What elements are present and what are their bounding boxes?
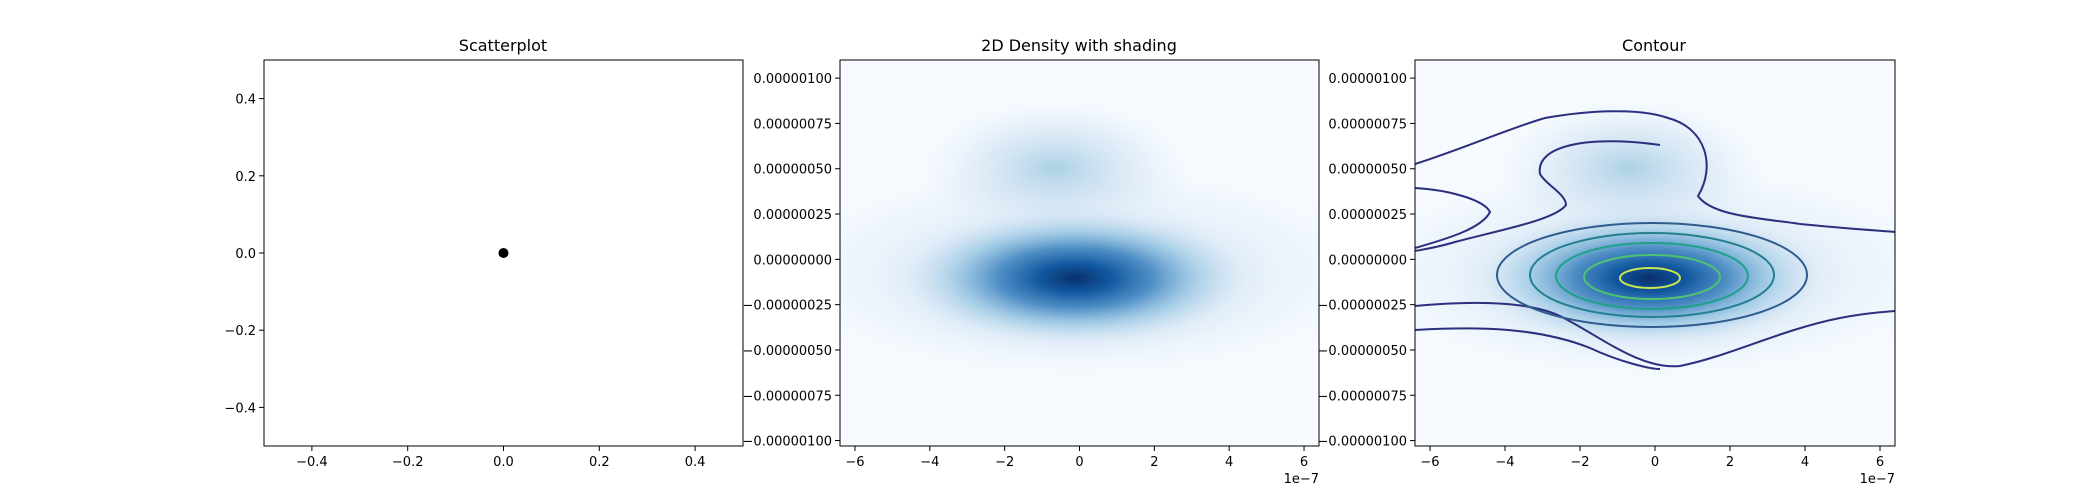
- contour-field: [1415, 60, 1895, 446]
- contour-axes-frame: [1414, 59, 1896, 447]
- density-field: [840, 60, 1319, 446]
- contour-level-2: [1529, 232, 1775, 318]
- contour-y-tick-label: 0.00000075: [1328, 117, 1407, 132]
- contour-x-tick-label: 0: [1651, 455, 1659, 470]
- contour-x-tick-label: −2: [1570, 455, 1589, 470]
- contour-y-tick-label: 0.00000000: [1328, 253, 1407, 268]
- density-x-offset: 1e−7: [1284, 472, 1319, 487]
- density-panel: 2D Density with shading −6 −4 −2 0 2 4 6 0.000…: [743, 36, 1320, 487]
- density-y-tick-label: −0.00000075: [743, 389, 832, 404]
- contour-main-mode: [1445, 198, 1855, 358]
- density-x-tick-label: 4: [1225, 455, 1233, 470]
- density-y-tick-label: 0.00000000: [753, 253, 832, 268]
- contour-line-outer-upper: [1415, 110, 1895, 233]
- scatter-x-tick-label: −0.2: [392, 455, 424, 470]
- scatter-marks: [498, 248, 509, 258]
- density-x-ticks: −6 −4 −2 0 2 4 6: [845, 446, 1308, 470]
- contour-line-mid-lower: [1415, 327, 1661, 370]
- scatter-y-tick-label: −0.4: [224, 401, 256, 416]
- contour-y-tick-label: −0.00000050: [1318, 344, 1407, 359]
- contour-level-5: [1619, 267, 1681, 289]
- contour-y-tick-label: 0.00000100: [1328, 72, 1407, 87]
- scatter-panel: Scatterplot −0.4 −0.2 0.0 0.2 0.4 −0.4 −0.2 0.…: [224, 36, 744, 470]
- contour-x-tick-label: 2: [1726, 455, 1734, 470]
- contour-title: Contour: [1622, 36, 1686, 55]
- contour-x-ticks: −6 −4 −2 0 2 4 6: [1420, 446, 1884, 470]
- scatter-x-tick-label: 0.0: [493, 455, 514, 470]
- density-main-mode: [870, 198, 1280, 358]
- scatter-title: Scatterplot: [459, 36, 547, 55]
- scatter-x-tick-label: −0.4: [296, 455, 328, 470]
- density-y-tick-label: 0.00000075: [753, 117, 832, 132]
- scatter-y-tick-label: −0.2: [224, 324, 256, 339]
- density-y-tick-label: 0.00000050: [753, 163, 832, 178]
- contour-line-left-lobe: [1415, 187, 1492, 249]
- density-x-tick-label: 2: [1150, 455, 1158, 470]
- density-y-tick-label: 0.00000025: [753, 208, 832, 223]
- scatter-y-ticks: −0.4 −0.2 0.0 0.2 0.4: [224, 93, 264, 416]
- density-y-tick-label: 0.00000100: [753, 72, 832, 87]
- contour-y-ticks: 0.00000100 0.00000075 0.00000050 0.00000025…: [1318, 72, 1415, 450]
- contour-x-tick-label: −6: [1420, 455, 1439, 470]
- contour-y-tick-label: 0.00000050: [1328, 163, 1407, 178]
- scatter-x-tick-label: 0.2: [589, 455, 610, 470]
- density-x-tick-label: 0: [1075, 455, 1083, 470]
- density-y-tick-label: −0.00000050: [743, 344, 832, 359]
- contour-y-tick-label: −0.00000075: [1318, 389, 1407, 404]
- scatter-x-ticks: −0.4 −0.2 0.0 0.2 0.4: [296, 446, 705, 470]
- scatter-y-tick-label: 0.2: [235, 170, 256, 185]
- contour-x-tick-label: 4: [1801, 455, 1809, 470]
- density-axes-frame: [839, 59, 1320, 447]
- scatter-x-tick-label: 0.4: [685, 455, 706, 470]
- density-y-tick-label: −0.00000100: [743, 435, 832, 450]
- density-y-tick-label: −0.00000025: [743, 299, 832, 314]
- contour-y-tick-label: 0.00000025: [1328, 208, 1407, 223]
- scatter-axes-frame: [263, 59, 744, 447]
- contour-level-4: [1583, 254, 1721, 300]
- density-x-tick-label: −4: [920, 455, 939, 470]
- contour-y-tick-label: −0.00000025: [1318, 299, 1407, 314]
- contour-level-3: [1555, 242, 1749, 310]
- density-y-ticks: 0.00000100 0.00000075 0.00000050 0.00000025…: [743, 72, 840, 450]
- contour-level-1: [1496, 222, 1808, 328]
- density-x-tick-label: −2: [995, 455, 1014, 470]
- scatter-y-tick-label: 0.0: [235, 247, 256, 262]
- contour-y-tick-label: −0.00000100: [1318, 435, 1407, 450]
- contour-x-tick-label: −4: [1495, 455, 1514, 470]
- density-x-tick-label: −6: [845, 455, 864, 470]
- contour-line-inner-upper: [1415, 140, 1661, 252]
- contour-line-lower: [1415, 301, 1895, 368]
- contour-x-tick-label: 6: [1876, 455, 1884, 470]
- contour-x-offset: 1e−7: [1860, 472, 1895, 487]
- scatter-point: [498, 248, 509, 258]
- contour-panel: Contour −6 −4 −2 0 2 4 6 0.000001000.000000750…: [1318, 36, 1896, 487]
- density-x-tick-label: 6: [1300, 455, 1308, 470]
- density-title: 2D Density with shading: [981, 36, 1177, 55]
- scatter-y-tick-label: 0.4: [235, 93, 256, 108]
